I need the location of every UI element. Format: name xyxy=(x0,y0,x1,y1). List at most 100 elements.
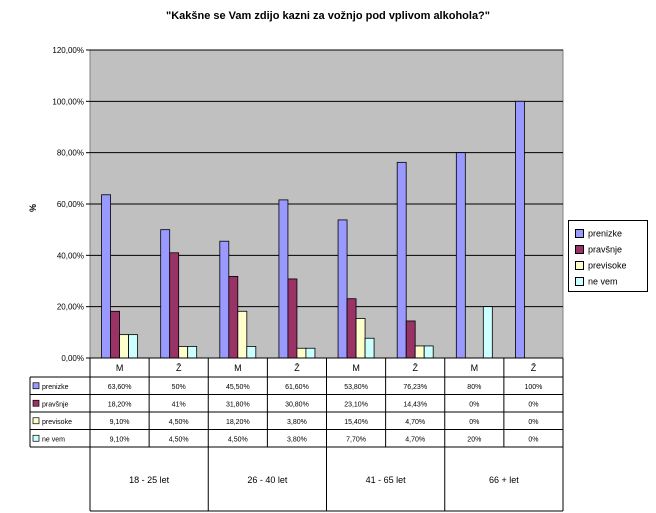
bar-pravšnje xyxy=(287,278,298,359)
legend-label-prenizke: prenizke xyxy=(588,228,623,239)
table-row-swatch xyxy=(32,382,40,390)
legend-swatch-previsoke xyxy=(575,261,584,271)
bar-prenizke xyxy=(455,152,466,359)
table-cell: 15,40% xyxy=(344,419,368,426)
category-label: Ž xyxy=(412,363,418,373)
bar-ne-vem xyxy=(128,334,138,359)
table-cell: 4,50% xyxy=(169,419,189,426)
table-cell: 14,43% xyxy=(403,401,427,408)
table-cell: 53,80% xyxy=(344,384,368,391)
legend-item-previsoke: previsoke xyxy=(575,259,627,271)
y-tick-label: 20,00% xyxy=(57,303,84,312)
bar-prenizke xyxy=(396,161,407,359)
group-label: 41 - 65 let xyxy=(366,475,407,485)
table-cell: 61,60% xyxy=(285,384,309,391)
category-label: M xyxy=(116,363,124,373)
y-tick-label: 0,00% xyxy=(61,354,84,363)
legend-item-ne-vem: ne vem xyxy=(575,275,618,287)
table-cell: 20% xyxy=(467,436,481,443)
bar-previsoke xyxy=(237,310,248,359)
bar-prenizke xyxy=(101,194,111,359)
bar-ne-vem xyxy=(305,347,316,359)
bar-prenizke xyxy=(160,229,171,359)
table-cell: 18,20% xyxy=(108,401,132,408)
chart-legend: prenizke pravšnje previsoke ne vem xyxy=(568,220,648,292)
bar-previsoke xyxy=(414,345,425,359)
table-cell: 9,10% xyxy=(110,419,130,426)
table-cell: 9,10% xyxy=(110,436,130,443)
legend-swatch-ne-vem xyxy=(575,277,584,287)
bar-pravšnje xyxy=(405,320,416,359)
bar-previsoke xyxy=(119,334,129,359)
table-row-header: pravšnje xyxy=(42,401,69,408)
y-tick-label: 60,00% xyxy=(57,200,84,209)
table-row-header: previsoke xyxy=(42,419,72,426)
bar-pravšnje xyxy=(169,252,180,359)
legend-item-prenizke: prenizke xyxy=(575,227,622,239)
bar-ne-vem xyxy=(482,306,493,359)
category-label: Ž xyxy=(294,363,300,373)
bar-ne-vem xyxy=(187,346,198,359)
table-cell: 0% xyxy=(528,401,538,408)
legend-label-ne-vem: ne vem xyxy=(588,276,618,287)
table-cell: 0% xyxy=(528,419,538,426)
table-cell: 18,20% xyxy=(226,419,250,426)
bar-prenizke xyxy=(337,219,348,359)
table-cell: 30,80% xyxy=(285,401,309,408)
group-label: 26 - 40 let xyxy=(247,475,288,485)
table-cell: 80% xyxy=(467,384,481,391)
legend-swatch-prenizke xyxy=(575,229,584,239)
bar-pravšnje xyxy=(110,310,120,359)
table-cell: 4,50% xyxy=(228,436,248,443)
legend-label-pravsnje: pravšnje xyxy=(588,244,623,255)
table-cell: 45,50% xyxy=(226,384,250,391)
bar-pravšnje xyxy=(228,275,239,359)
y-tick-label: 40,00% xyxy=(57,251,84,260)
table-cell: 76,23% xyxy=(403,384,427,391)
bar-prenizke xyxy=(278,199,289,359)
table-cell: 4,50% xyxy=(169,436,189,443)
table-cell: 100% xyxy=(524,384,542,391)
table-row-swatch xyxy=(32,417,40,425)
table-cell: 0% xyxy=(528,436,538,443)
table-cell: 4,70% xyxy=(405,419,425,426)
table-row-header: prenizke xyxy=(42,384,69,391)
bar-prenizke xyxy=(219,240,230,359)
table-cell: 0% xyxy=(469,419,479,426)
group-label: 66 + let xyxy=(489,475,519,485)
bar-previsoke xyxy=(355,318,366,359)
y-tick-label: 120,00% xyxy=(52,46,84,55)
bar-previsoke xyxy=(296,347,307,359)
table-cell: 41% xyxy=(172,401,186,408)
legend-item-pravsnje: pravšnje xyxy=(575,243,622,255)
table-cell: 31,80% xyxy=(226,401,250,408)
table-cell: 50% xyxy=(172,384,186,391)
table-cell: 3,80% xyxy=(287,436,307,443)
chart-title: "Kakšne se Vam zdijo kazni za vožnjo pod… xyxy=(165,10,490,22)
table-row-swatch xyxy=(32,399,40,407)
table-cell: 63,60% xyxy=(108,384,132,391)
table-cell: 4,70% xyxy=(405,436,425,443)
category-label: Ž xyxy=(176,363,182,373)
table-row-swatch xyxy=(32,434,40,442)
y-axis-label: % xyxy=(28,204,38,212)
y-tick-label: 100,00% xyxy=(52,97,84,106)
category-label: Ž xyxy=(531,363,537,373)
category-label: M xyxy=(352,363,360,373)
table-cell: 7,70% xyxy=(346,436,366,443)
bar-previsoke xyxy=(178,346,189,359)
table-row-header: ne vem xyxy=(42,436,65,443)
bar-pravšnje xyxy=(346,298,357,359)
bar-ne-vem xyxy=(423,345,434,359)
bar-ne-vem xyxy=(246,346,257,359)
table-cell: 23,10% xyxy=(344,401,368,408)
table-cell: 0% xyxy=(469,401,479,408)
table-cell: 3,80% xyxy=(287,419,307,426)
y-tick-label: 80,00% xyxy=(57,149,84,158)
legend-label-previsoke: previsoke xyxy=(588,260,627,271)
bar-ne-vem xyxy=(364,337,375,359)
group-label: 18 - 25 let xyxy=(129,475,170,485)
category-label: M xyxy=(234,363,242,373)
bar-prenizke xyxy=(515,100,525,359)
